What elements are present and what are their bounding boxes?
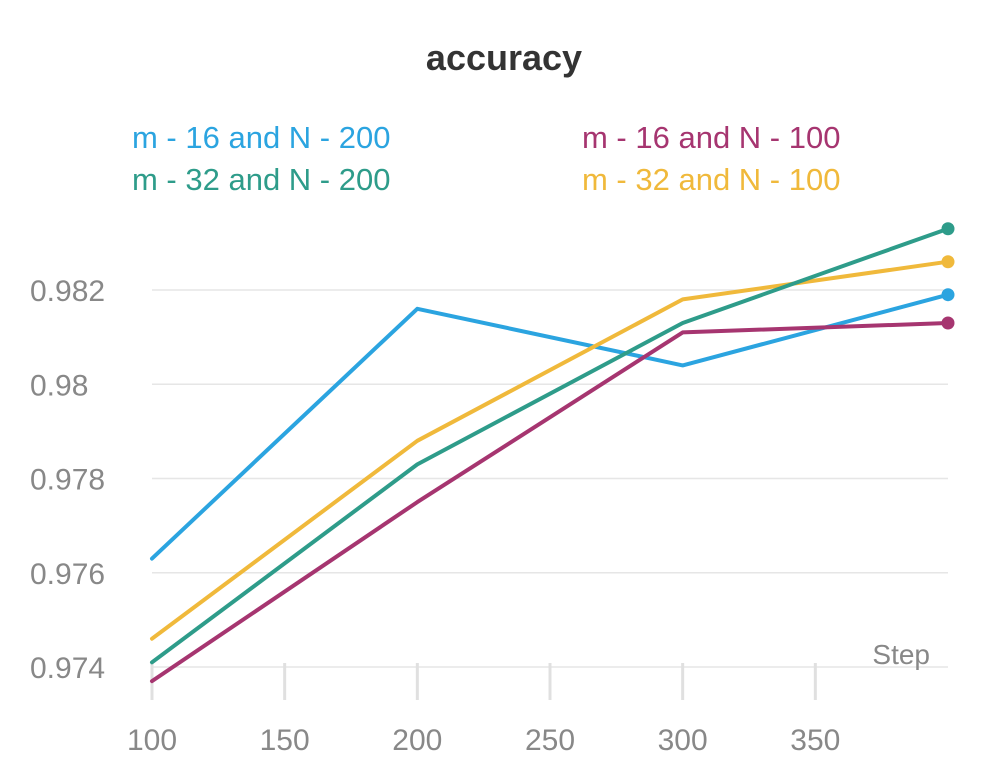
series-end-point xyxy=(941,316,955,330)
legend: m - 16 and N - 200 m - 16 and N - 100 m … xyxy=(132,120,840,197)
series-end-points xyxy=(941,222,955,330)
y-tick-label: 0.976 xyxy=(30,558,105,591)
legend-item-m16-n100[interactable]: m - 16 and N - 100 xyxy=(582,120,840,155)
legend-item-m32-n200[interactable]: m - 32 and N - 200 xyxy=(132,162,390,197)
series-line xyxy=(150,292,950,561)
x-axis-ticks xyxy=(150,663,817,700)
x-tick-label: 150 xyxy=(260,724,310,757)
x-tick-label: 100 xyxy=(127,724,177,757)
series-line xyxy=(150,226,950,665)
x-tick-label: 350 xyxy=(790,724,840,757)
x-tick-label: 300 xyxy=(658,724,708,757)
x-axis-label: Step xyxy=(872,639,930,670)
series-end-point xyxy=(941,255,955,269)
tick-labels: 0.974 0.976 0.978 0.98 0.982 100 150 200 250 300 3… xyxy=(30,275,840,757)
x-tick-label: 200 xyxy=(392,724,442,757)
gridlines xyxy=(152,289,948,668)
y-tick-label: 0.98 xyxy=(30,369,88,402)
series-line xyxy=(150,259,950,641)
chart-title: accuracy xyxy=(426,37,582,78)
y-tick-label: 0.982 xyxy=(30,275,105,308)
series-end-point xyxy=(941,222,955,236)
legend-item-m32-n100[interactable]: m - 32 and N - 100 xyxy=(582,162,840,197)
series-line xyxy=(150,321,950,684)
series-end-point xyxy=(941,288,955,302)
x-tick-label: 250 xyxy=(525,724,575,757)
series-lines xyxy=(150,226,950,684)
y-tick-label: 0.978 xyxy=(30,464,105,497)
legend-item-m16-n200[interactable]: m - 16 and N - 200 xyxy=(132,120,390,155)
y-tick-label: 0.974 xyxy=(30,652,105,685)
